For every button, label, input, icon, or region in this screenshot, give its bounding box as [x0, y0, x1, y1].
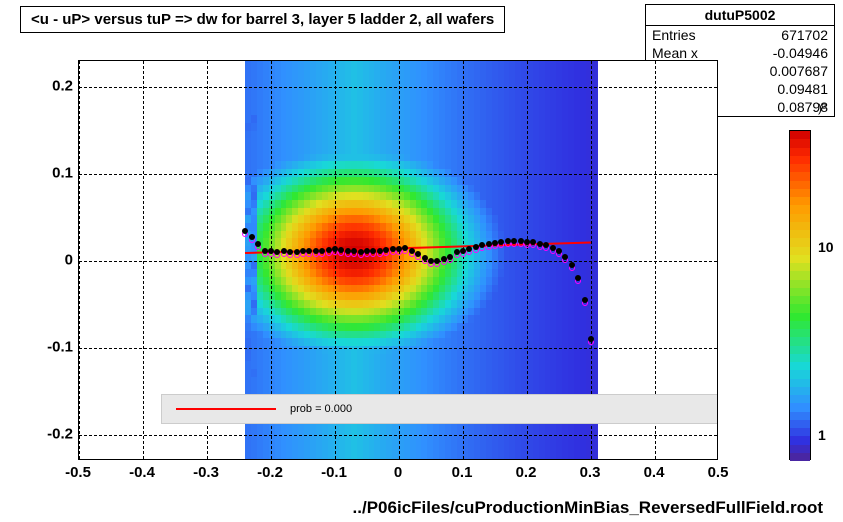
legend-text: prob = 0.000	[290, 403, 352, 415]
x-tick: -0.4	[129, 464, 155, 481]
x-tick: -0.2	[257, 464, 283, 481]
x-tick: 0.1	[452, 464, 473, 481]
colorbar: )² 110	[789, 130, 811, 460]
y-tick: 0.2	[13, 78, 73, 95]
x-tick: 0.2	[516, 464, 537, 481]
stats-row: Entries671702	[646, 26, 834, 44]
y-tick: 0	[13, 252, 73, 269]
fit-legend: prob = 0.000	[161, 394, 718, 424]
x-tick: 0.3	[580, 464, 601, 481]
x-tick: -0.5	[65, 464, 91, 481]
x-tick: 0.4	[644, 464, 665, 481]
plot-area: prob = 0.000	[78, 60, 718, 460]
plot-title: <u - uP> versus tuP => dw for barrel 3, …	[20, 6, 505, 33]
y-tick: -0.2	[13, 425, 73, 442]
x-tick: -0.3	[193, 464, 219, 481]
y-tick: 0.1	[13, 165, 73, 182]
footer-path: ../P06icFiles/cuProductionMinBias_Revers…	[353, 498, 823, 518]
colorbar-tick: 10	[818, 239, 834, 255]
x-tick: -0.1	[321, 464, 347, 481]
legend-line-icon	[176, 408, 276, 410]
y-tick: -0.1	[13, 338, 73, 355]
x-tick: 0.5	[708, 464, 729, 481]
stats-name: dutuP5002	[646, 5, 834, 26]
x-tick: 0	[394, 464, 402, 481]
colorbar-tick: 1	[818, 427, 826, 443]
colorbar-exp: )²	[818, 101, 826, 115]
